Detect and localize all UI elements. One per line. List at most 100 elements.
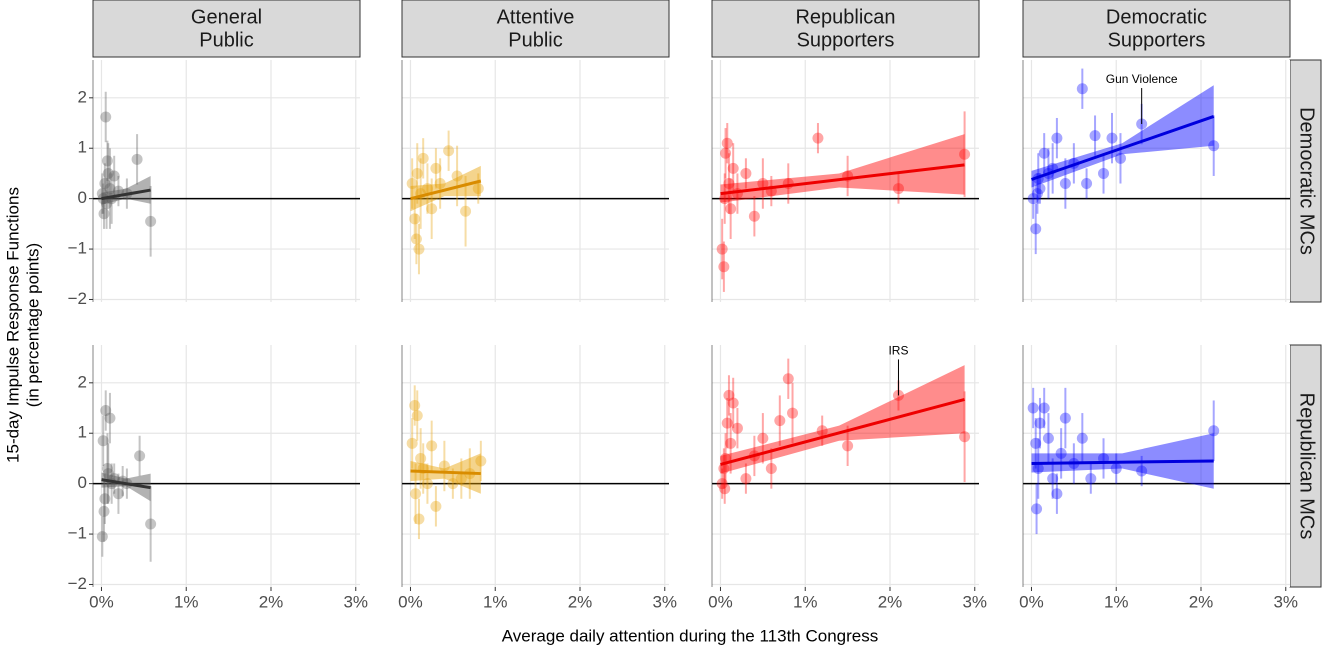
column-strip-label: Attentive — [497, 6, 575, 28]
x-tick-label: 3% — [652, 592, 677, 611]
fit-line — [720, 163, 965, 196]
y-axis-label: (in percentage points) — [23, 243, 42, 407]
point — [430, 162, 442, 174]
point — [1051, 132, 1063, 144]
y-tick-label: −1 — [68, 524, 87, 543]
point — [96, 188, 108, 200]
fit-line — [410, 469, 481, 476]
fit-line — [720, 398, 965, 466]
point — [102, 167, 114, 179]
point — [740, 473, 752, 485]
x-tick-label: 3% — [962, 592, 987, 611]
point — [812, 132, 824, 144]
point — [719, 483, 731, 495]
y-tick-label: 1 — [78, 423, 87, 442]
point — [411, 167, 423, 179]
point — [430, 500, 442, 512]
x-tick-label: 1% — [483, 592, 508, 611]
x-tick-label: 3% — [343, 592, 368, 611]
fit-line — [1030, 115, 1215, 181]
panel-background — [712, 60, 979, 302]
point — [721, 417, 733, 429]
panel-background — [402, 60, 669, 302]
point — [104, 412, 116, 424]
confidence-band — [101, 472, 151, 502]
column-strip — [1022, 0, 1291, 58]
x-axis-label: Average daily attention during the 113th… — [502, 626, 878, 645]
x-tick-label: 1% — [793, 592, 818, 611]
point — [723, 178, 735, 190]
point — [725, 437, 737, 449]
point — [721, 137, 733, 149]
column-strip-label: Supporters — [1108, 29, 1206, 51]
panel-background — [402, 345, 669, 587]
point — [1089, 130, 1101, 142]
point — [101, 463, 113, 475]
panel: 0% 1% 2% 3% IRS — [708, 344, 987, 612]
point — [787, 407, 799, 419]
point — [1042, 432, 1054, 444]
point — [447, 478, 459, 490]
point — [98, 208, 110, 220]
point — [99, 493, 111, 505]
point — [1051, 488, 1063, 500]
y-tick-label: 0 — [78, 473, 87, 492]
point — [731, 422, 743, 434]
y-tick-label: −1 — [68, 239, 87, 258]
y-tick-label: −2 — [68, 289, 87, 308]
point — [99, 178, 111, 190]
point — [475, 455, 487, 467]
point — [112, 488, 124, 500]
point — [145, 518, 157, 530]
point — [757, 432, 769, 444]
point — [1055, 447, 1067, 459]
fit-line — [1031, 459, 1214, 465]
point — [108, 170, 120, 182]
point — [1076, 432, 1088, 444]
point — [1031, 503, 1043, 515]
point — [774, 415, 786, 427]
point — [104, 183, 116, 195]
point — [1059, 412, 1071, 424]
x-tick-label: 0% — [708, 592, 733, 611]
panel: Gun Violence — [1022, 60, 1290, 302]
x-tick-label: 0% — [1019, 592, 1044, 611]
point — [472, 183, 484, 195]
point — [145, 215, 157, 227]
point — [1034, 417, 1046, 429]
column-strip-label: General — [191, 6, 262, 28]
point — [460, 205, 472, 217]
point — [1085, 473, 1097, 485]
point — [725, 203, 737, 215]
point — [757, 178, 769, 190]
point — [1136, 118, 1148, 130]
panel: 0% 1% 2% 3% −2 −1 0 1 2 — [68, 345, 368, 611]
fit-line — [101, 188, 151, 201]
point — [438, 460, 450, 472]
column-strip — [711, 0, 980, 58]
point — [740, 167, 752, 179]
point — [413, 243, 425, 255]
confidence-band — [1031, 85, 1214, 188]
point — [417, 152, 429, 164]
point — [415, 452, 427, 464]
panel-background — [1023, 345, 1290, 587]
point — [1208, 140, 1220, 152]
point — [816, 425, 828, 437]
point — [727, 162, 739, 174]
point — [434, 178, 446, 190]
x-tick-label: 0% — [89, 592, 114, 611]
point — [1208, 425, 1220, 437]
point — [443, 145, 455, 157]
point — [406, 437, 418, 449]
point — [100, 405, 112, 417]
point — [1030, 223, 1042, 235]
y-tick-label: 2 — [78, 87, 87, 106]
y-tick-label: −2 — [68, 574, 87, 593]
point — [134, 450, 146, 462]
x-tick-label: 1% — [174, 592, 199, 611]
column-strip — [92, 0, 361, 58]
point — [131, 153, 143, 165]
point — [1098, 167, 1110, 179]
